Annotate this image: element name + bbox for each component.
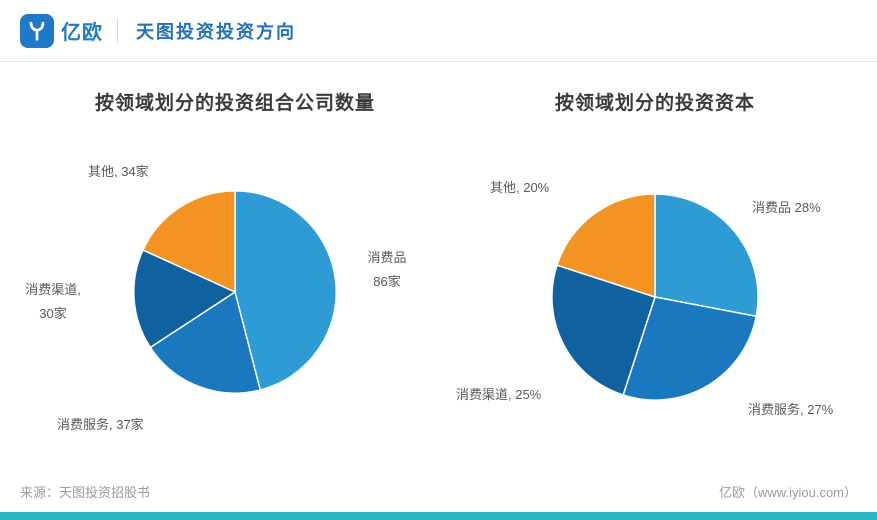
pie2-label-others: 其他, 20%: [490, 176, 549, 200]
pie1-label-consumer-goods-line1: 消费品: [367, 250, 407, 265]
pie2-label-consumer-services: 消费服务, 27%: [748, 398, 833, 422]
page-title: 天图投资投资方向: [136, 21, 296, 42]
chart-title-company-count: 按领域划分的投资组合公司数量: [94, 93, 375, 114]
pie2-label-consumer-channels-line1: 消费渠道, 25%: [456, 387, 542, 402]
pie2-label-consumer-services-line1: 消费服务, 27%: [748, 402, 834, 417]
pie1-label-others: 其他, 34家: [88, 160, 149, 184]
pie-chart-invested-capital: [546, 188, 764, 406]
pie1-label-consumer-goods: 消费品 86家: [348, 246, 426, 294]
pie1-label-consumer-channels: 消费渠道, 30家: [8, 278, 98, 326]
header-divider: [117, 17, 118, 44]
yiou-logo-text: 亿欧: [61, 22, 103, 44]
pie2-label-consumer-channels: 消费渠道, 25%: [456, 383, 541, 407]
bottom-accent-bar: [0, 512, 877, 520]
pie2-label-others-line1: 其他, 20%: [490, 180, 550, 195]
pie1-label-consumer-channels-line1: 消费渠道,: [25, 282, 81, 297]
chart-title-invested-capital: 按领域划分的投资资本: [554, 93, 755, 114]
pie-chart-company-count: [128, 185, 342, 399]
pie2-label-consumer-goods: 消费品 28%: [752, 196, 821, 220]
pie1-label-others-line1: 其他, 34家: [88, 164, 149, 179]
pie1-label-consumer-services-line1: 消费服务, 37家: [57, 417, 144, 432]
header: 亿欧 天图投资投资方向: [0, 0, 877, 62]
yiou-logo-icon: [20, 13, 54, 48]
pie1-label-consumer-services: 消费服务, 37家: [57, 413, 144, 437]
footer-brand: 亿欧（www.iyiou.com）: [719, 485, 857, 500]
pie2-label-consumer-goods-line1: 消费品 28%: [752, 200, 821, 215]
pie1-label-consumer-channels-line2: 30家: [39, 306, 67, 321]
pie1-label-consumer-goods-line2: 86家: [373, 274, 401, 289]
source-attribution: 来源：天图投资招股书: [20, 485, 151, 500]
yiou-logo: 亿欧: [20, 13, 103, 48]
